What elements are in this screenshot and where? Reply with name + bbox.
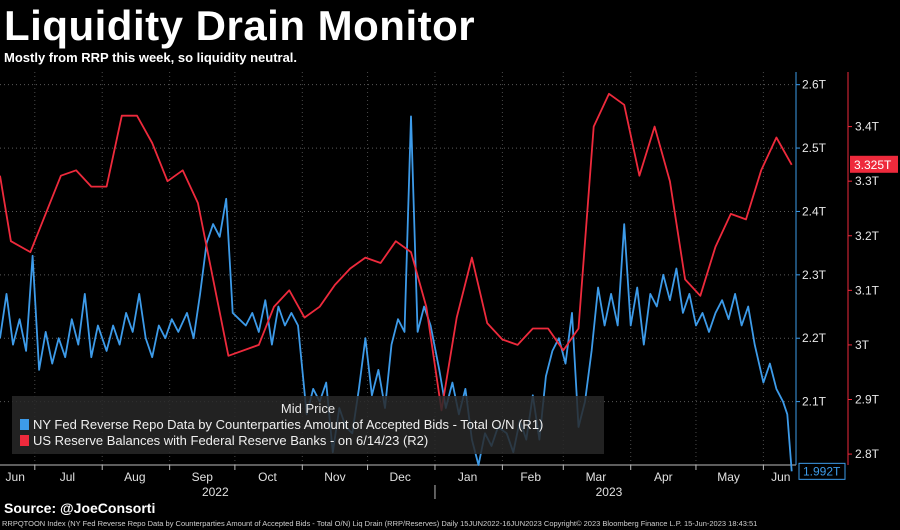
legend-item-rrp: NY Fed Reverse Repo Data by Counterparti… bbox=[20, 417, 543, 432]
legend-label-rrp: NY Fed Reverse Repo Data by Counterparti… bbox=[33, 417, 544, 432]
legend-swatch-reserves bbox=[20, 435, 29, 446]
series-line-reserves bbox=[0, 92, 793, 412]
footer-note: RRPQTOON Index (NY Fed Reverse Repo Data… bbox=[2, 519, 758, 528]
x-tick-label: Jul bbox=[60, 470, 75, 484]
x-tick-label: Nov bbox=[324, 470, 345, 484]
legend-item-reserves: US Reserve Balances with Federal Reserve… bbox=[20, 433, 428, 448]
r2-tick-label: 3T bbox=[855, 338, 870, 352]
x-tick-label: Jun bbox=[771, 470, 790, 484]
year-label: 2022 bbox=[202, 485, 229, 499]
x-tick-label: Aug bbox=[124, 470, 145, 484]
x-tick-label: May bbox=[717, 470, 740, 484]
r1-last-value-badge bbox=[798, 462, 846, 480]
r1-tick-label: 2.4T bbox=[802, 204, 827, 218]
r2-last-value-badge bbox=[850, 155, 898, 173]
year-label: 2023 bbox=[596, 485, 623, 499]
r2-tick-label: 2.9T bbox=[855, 393, 880, 407]
r2-tick-label: 3.3T bbox=[855, 174, 880, 188]
series-line-rrp bbox=[0, 115, 793, 472]
chart-subtitle: Mostly from RRP this week, so liquidity … bbox=[4, 50, 298, 65]
legend-swatch-rrp bbox=[20, 419, 29, 430]
legend-label-reserves: US Reserve Balances with Federal Reserve… bbox=[33, 433, 429, 448]
r2-tick-label: 2.8T bbox=[855, 447, 880, 461]
source-credit: Source: @JoeConsorti bbox=[4, 500, 156, 516]
x-tick-label: Jun bbox=[6, 470, 25, 484]
x-tick-label: Oct bbox=[258, 470, 277, 484]
legend-title: Mid Price bbox=[280, 401, 336, 416]
r2-tick-label: 3.2T bbox=[855, 229, 880, 243]
x-tick-label: Mar bbox=[586, 470, 607, 484]
chart-title: Liquidity Drain Monitor bbox=[4, 2, 476, 49]
r1-tick-label: 2.3T bbox=[802, 268, 827, 282]
r1-tick-label: 2.5T bbox=[802, 141, 827, 155]
x-tick-label: Sep bbox=[192, 470, 214, 484]
x-tick-label: Dec bbox=[390, 470, 411, 484]
r1-last-value-label: 1.992T bbox=[803, 464, 841, 478]
x-tick-label: Apr bbox=[654, 470, 673, 484]
r2-tick-label: 3.4T bbox=[855, 120, 880, 134]
r1-tick-label: 2.6T bbox=[802, 78, 827, 92]
legend: Mid Price NY Fed Reverse Repo Data by Co… bbox=[12, 396, 604, 454]
r1-tick-label: 2.2T bbox=[802, 331, 827, 345]
x-tick-label: Jan bbox=[458, 470, 477, 484]
x-tick-label: Feb bbox=[520, 470, 541, 484]
r2-tick-label: 3.1T bbox=[855, 283, 880, 297]
r2-last-value-label: 3.325T bbox=[854, 158, 892, 172]
r1-tick-label: 2.1T bbox=[802, 395, 827, 409]
